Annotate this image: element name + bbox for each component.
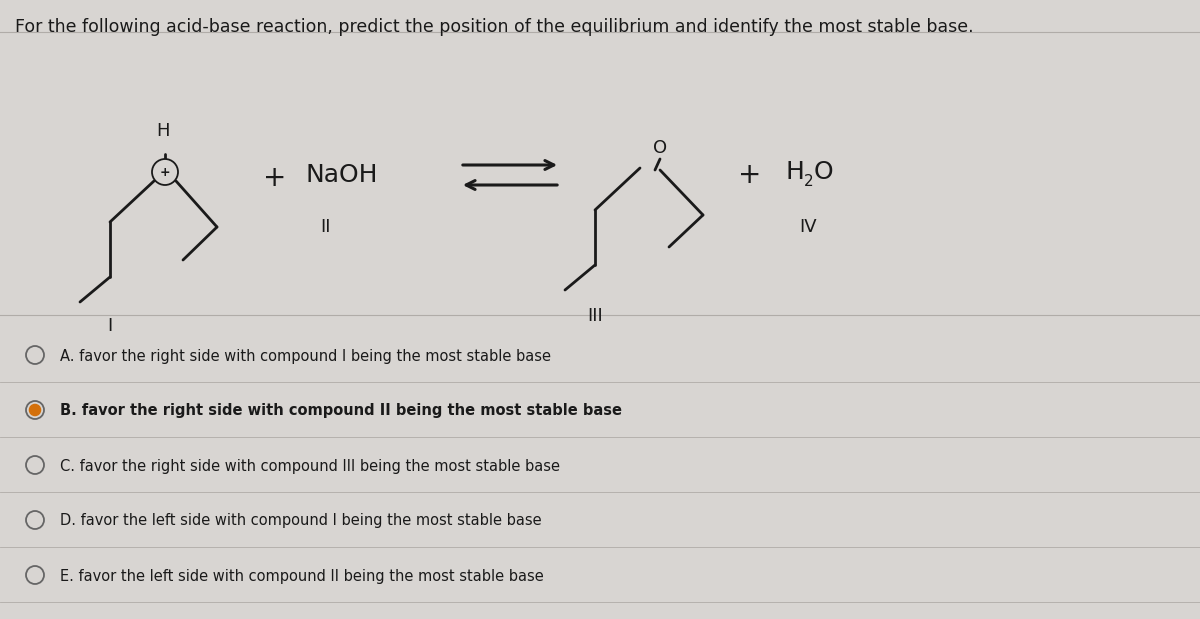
Text: E. favor the left side with compound II being the most stable base: E. favor the left side with compound II … [60, 568, 544, 584]
Text: For the following acid-base reaction, predict the position of the equilibrium an: For the following acid-base reaction, pr… [14, 18, 973, 36]
Text: I: I [107, 317, 113, 335]
Text: II: II [319, 218, 330, 236]
Text: +: + [738, 161, 762, 189]
Text: 2: 2 [804, 173, 814, 189]
Text: B. favor the right side with compound II being the most stable base: B. favor the right side with compound II… [60, 404, 622, 418]
Text: +: + [160, 167, 170, 180]
Text: A. favor the right side with compound I being the most stable base: A. favor the right side with compound I … [60, 348, 551, 363]
Text: H: H [785, 160, 804, 184]
Text: O: O [653, 139, 667, 157]
Text: NaOH: NaOH [305, 163, 378, 187]
Text: D. favor the left side with compound I being the most stable base: D. favor the left side with compound I b… [60, 514, 541, 529]
Text: IV: IV [799, 218, 817, 236]
Circle shape [30, 404, 41, 415]
Text: H: H [156, 122, 169, 140]
Circle shape [152, 159, 178, 185]
Text: +: + [263, 164, 287, 192]
Text: III: III [587, 307, 602, 325]
Text: O: O [814, 160, 834, 184]
Text: C. favor the right side with compound III being the most stable base: C. favor the right side with compound II… [60, 459, 560, 474]
